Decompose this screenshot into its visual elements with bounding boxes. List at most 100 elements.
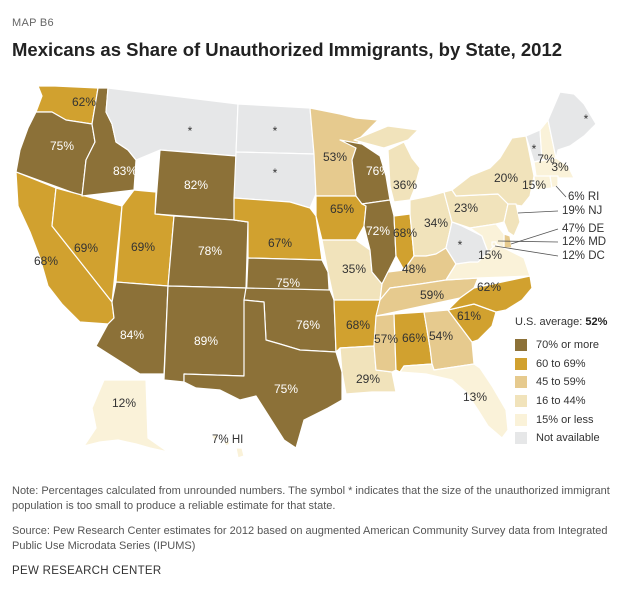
legend-item-label: 15% or less bbox=[536, 413, 594, 426]
state-label-nv: 69% bbox=[74, 241, 98, 255]
state-label-id: 83% bbox=[113, 164, 137, 178]
legend-item-15-less: 15% or less bbox=[515, 410, 635, 429]
state-label-de: 47% DE bbox=[562, 223, 605, 235]
state-label-hi: 7% HI bbox=[212, 434, 243, 446]
state-label-pa: 23% bbox=[454, 201, 478, 215]
state-label-wa: 62% bbox=[72, 95, 96, 109]
state-label-ks: 75% bbox=[276, 276, 300, 290]
state-label-nm: 89% bbox=[194, 334, 218, 348]
state-label-in: 68% bbox=[393, 226, 417, 240]
state-label-nd: * bbox=[273, 124, 278, 138]
us-average-label: U.S. average: bbox=[515, 316, 583, 328]
us-map: 62% 75% 68% 69% 83% * 82% 69% 84% 78% 89% * * 67% 75% 7… bbox=[15, 85, 606, 459]
note: Note: Percentages calculated from unroun… bbox=[12, 485, 610, 512]
leader-line-dc bbox=[494, 245, 559, 257]
legend-swatch bbox=[515, 413, 527, 426]
state-label-wi: 76% bbox=[366, 164, 390, 178]
state-label-vt: * bbox=[532, 142, 537, 156]
state-label-wv: * bbox=[458, 238, 463, 252]
state-mi bbox=[387, 141, 421, 203]
state-label-oh: 34% bbox=[424, 216, 448, 230]
source: Source: Pew Research Center estimates fo… bbox=[12, 525, 608, 552]
state-label-az: 84% bbox=[120, 328, 144, 342]
leader-line-ri bbox=[555, 185, 567, 198]
legend-item-16-44: 16 to 44% bbox=[515, 392, 635, 411]
state-label-al: 66% bbox=[402, 331, 426, 345]
state-labels: 62% 75% 68% 69% 83% * 82% 69% 84% 78% 89% * * 67% 75% 7… bbox=[34, 95, 606, 446]
state-label-fl: 13% bbox=[463, 390, 487, 404]
state-label-ak: 12% bbox=[112, 396, 136, 410]
legend-item-label: 45 to 59% bbox=[536, 376, 586, 389]
state-mt bbox=[105, 87, 239, 161]
state-label-il: 72% bbox=[366, 224, 390, 238]
state-label-ma: 3% bbox=[551, 160, 569, 174]
leader-line-md bbox=[497, 240, 559, 243]
state-label-ok: 76% bbox=[296, 318, 320, 332]
state-label-md: 12% MD bbox=[562, 236, 606, 248]
state-mi bbox=[353, 125, 419, 149]
state-label-ne: 67% bbox=[268, 236, 292, 250]
legend-item-60-69: 60 to 69% bbox=[515, 355, 635, 374]
state-label-co: 78% bbox=[198, 244, 222, 258]
state-label-tx: 75% bbox=[274, 382, 298, 396]
legend-item-70-plus: 70% or more bbox=[515, 336, 635, 355]
state-label-ny: 20% bbox=[494, 171, 518, 185]
legend-item-label: 70% or more bbox=[536, 339, 599, 352]
state-label-ky: 48% bbox=[402, 262, 426, 276]
state-label-or: 75% bbox=[50, 139, 74, 153]
legend-item-45-59: 45 to 59% bbox=[515, 373, 635, 392]
state-shapes bbox=[15, 85, 597, 459]
state-label-sc: 61% bbox=[457, 309, 481, 323]
state-label-wy: 82% bbox=[184, 178, 208, 192]
state-label-nj: 19% NJ bbox=[562, 205, 602, 217]
state-label-ca: 68% bbox=[34, 254, 58, 268]
state-hi bbox=[235, 447, 245, 459]
page-title: Mexicans as Share of Unauthorized Immigr… bbox=[12, 39, 563, 60]
state-label-ri: 6% RI bbox=[568, 191, 599, 203]
state-label-va: 15% bbox=[478, 248, 502, 262]
state-label-ut: 69% bbox=[131, 240, 155, 254]
leader-line-nj bbox=[517, 210, 559, 214]
state-label-ga: 54% bbox=[429, 329, 453, 343]
legend-item-label: Not available bbox=[536, 432, 600, 445]
legend-swatch bbox=[515, 357, 527, 370]
leader-lines bbox=[494, 185, 567, 257]
state-label-dc: 12% DC bbox=[562, 250, 605, 262]
state-fl bbox=[399, 363, 509, 439]
state-label-mn: 53% bbox=[323, 150, 347, 164]
state-tx bbox=[183, 299, 343, 449]
state-label-sd: * bbox=[273, 166, 278, 180]
legend-swatch bbox=[515, 376, 527, 389]
state-label-mi: 36% bbox=[393, 178, 417, 192]
state-ak bbox=[83, 379, 169, 453]
state-label-ms: 57% bbox=[374, 332, 398, 346]
state-label-ct: 15% bbox=[522, 178, 546, 192]
legend-item-label: 60 to 69% bbox=[536, 357, 586, 370]
us-average-value: 52% bbox=[585, 316, 608, 328]
state-label-me: * bbox=[584, 112, 589, 126]
state-label-ar: 68% bbox=[346, 318, 370, 332]
footer: PEW RESEARCH CENTER bbox=[12, 565, 162, 577]
state-label-la: 29% bbox=[356, 372, 380, 386]
state-label-ia: 65% bbox=[330, 202, 354, 216]
legend-item-not-available: Not available bbox=[515, 429, 635, 448]
state-ri bbox=[549, 175, 559, 189]
state-hi bbox=[211, 433, 219, 441]
legend-swatch bbox=[515, 395, 527, 408]
state-md bbox=[469, 223, 505, 253]
state-co bbox=[167, 215, 249, 289]
state-me bbox=[547, 91, 597, 159]
state-nc bbox=[447, 275, 533, 313]
legend-title: U.S. average: 52% bbox=[515, 316, 635, 328]
state-dc bbox=[491, 241, 497, 247]
state-hi bbox=[223, 439, 231, 447]
state-label-nc: 62% bbox=[477, 280, 501, 294]
state-nj bbox=[503, 203, 521, 237]
legend: U.S. average: 52% 70% or more 60 to 69% … bbox=[515, 316, 635, 448]
state-label-tn: 59% bbox=[420, 288, 444, 302]
legend-item-label: 16 to 44% bbox=[536, 395, 586, 408]
legend-swatch bbox=[515, 339, 527, 352]
state-label-nh: 7% bbox=[537, 152, 555, 166]
map-label: MAP B6 bbox=[12, 17, 54, 29]
legend-swatch bbox=[515, 432, 527, 445]
